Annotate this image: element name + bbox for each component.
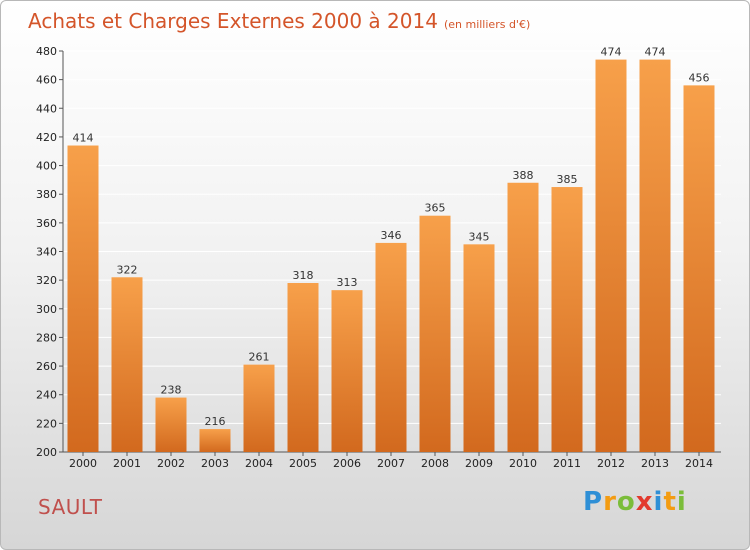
bar-2004 — [243, 364, 275, 452]
bar-2012 — [595, 59, 627, 452]
bar-2001 — [111, 277, 143, 452]
bar-2008 — [419, 215, 451, 452]
y-tick-label: 440 — [36, 102, 57, 115]
data-label-2005: 318 — [293, 269, 314, 282]
data-label-2007: 346 — [381, 229, 402, 242]
data-label-2000: 414 — [73, 132, 94, 145]
logo-letter: x — [635, 487, 654, 517]
data-label-2010: 388 — [513, 169, 534, 182]
bar-2003 — [199, 429, 231, 452]
y-tick-label: 360 — [36, 217, 57, 230]
proxiti-logo: Proxiti — [583, 487, 687, 517]
x-tick-label-2004: 2004 — [245, 457, 273, 470]
y-tick-label: 220 — [36, 417, 57, 430]
y-tick-label: 460 — [36, 74, 57, 87]
x-tick-label-2012: 2012 — [597, 457, 625, 470]
data-label-2013: 474 — [645, 46, 666, 59]
chart-title: Achats et Charges Externes 2000 à 2014 (e… — [28, 9, 530, 33]
data-label-2006: 313 — [337, 276, 358, 289]
y-tick-label: 380 — [36, 188, 57, 201]
data-label-2011: 385 — [557, 173, 578, 186]
bar-2007 — [375, 242, 407, 452]
bar-2006 — [331, 290, 363, 452]
x-tick-label-2009: 2009 — [465, 457, 493, 470]
bar-2000 — [67, 145, 99, 452]
y-tick-label: 420 — [36, 131, 57, 144]
data-label-2008: 365 — [425, 202, 446, 215]
x-tick-label-2008: 2008 — [421, 457, 449, 470]
bar-2010 — [507, 182, 539, 452]
data-label-2001: 322 — [117, 263, 138, 276]
logo-letter: i — [653, 487, 664, 517]
x-tick-label-2010: 2010 — [509, 457, 537, 470]
x-tick-label-2005: 2005 — [289, 457, 317, 470]
data-label-2003: 216 — [205, 415, 226, 428]
bar-2013 — [639, 59, 671, 452]
data-label-2012: 474 — [601, 46, 622, 59]
data-label-2014: 456 — [689, 71, 710, 84]
data-label-2004: 261 — [249, 351, 270, 364]
chart-subtitle: (en milliers d'€) — [443, 18, 531, 31]
y-tick-label: 260 — [36, 360, 57, 373]
logo-letter: o — [616, 487, 636, 517]
x-tick-label-2014: 2014 — [685, 457, 713, 470]
logo-letter: P — [583, 487, 604, 517]
x-tick-label-2011: 2011 — [553, 457, 581, 470]
logo-letter: r — [603, 487, 617, 517]
y-tick-label: 200 — [36, 446, 57, 459]
data-label-2002: 238 — [161, 384, 182, 397]
y-tick-label: 400 — [36, 160, 57, 173]
x-tick-label-2002: 2002 — [157, 457, 185, 470]
logo-letter: t — [663, 487, 677, 517]
data-label-2009: 345 — [469, 230, 490, 243]
y-tick-label: 300 — [36, 303, 57, 316]
logo-letter: i — [676, 487, 687, 517]
chart-title-text: Achats et Charges Externes 2000 à 2014 — [28, 9, 438, 33]
bar-2011 — [551, 187, 583, 452]
bar-2005 — [287, 283, 319, 452]
x-tick-label-2007: 2007 — [377, 457, 405, 470]
x-tick-label-2006: 2006 — [333, 457, 361, 470]
y-tick-label: 480 — [36, 45, 57, 58]
x-tick-label-2003: 2003 — [201, 457, 229, 470]
x-tick-label-2013: 2013 — [641, 457, 669, 470]
x-tick-label-2001: 2001 — [113, 457, 141, 470]
bar-2014 — [683, 85, 715, 452]
bar-2009 — [463, 244, 495, 452]
bar-2002 — [155, 397, 187, 452]
y-tick-label: 240 — [36, 389, 57, 402]
x-tick-label-2000: 2000 — [69, 457, 97, 470]
y-tick-label: 340 — [36, 246, 57, 259]
place-name: SAULT — [38, 495, 103, 519]
y-tick-label: 280 — [36, 331, 57, 344]
y-tick-label: 320 — [36, 274, 57, 287]
